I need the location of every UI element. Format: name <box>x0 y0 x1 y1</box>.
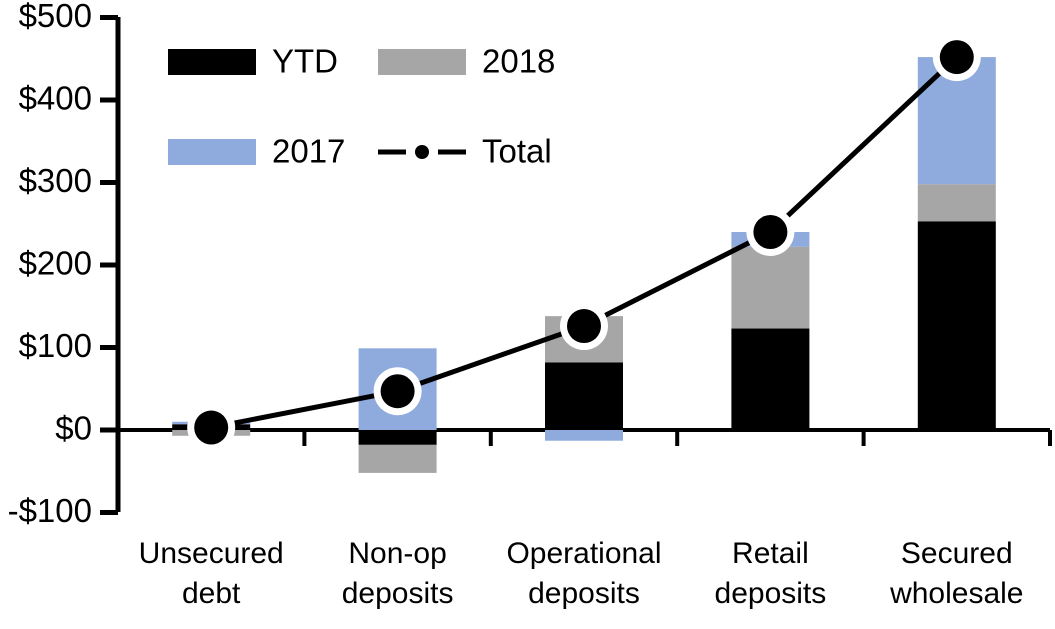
bar-segment-ytd <box>731 328 810 430</box>
y-axis-tick-label: $100 <box>19 327 92 364</box>
legend-label: 2018 <box>482 43 555 80</box>
legend-item[interactable]: Total <box>378 133 552 170</box>
x-axis-category-label: Unsecured <box>139 537 284 570</box>
bar-segment-ytd <box>545 362 623 430</box>
legend-item[interactable]: 2018 <box>378 43 555 80</box>
total-marker <box>380 374 415 409</box>
bar-segment-2018 <box>731 246 810 329</box>
y-axis-tick-label: $500 <box>19 0 92 34</box>
x-axis-category-label: deposits <box>342 577 454 610</box>
bar-segment-2018 <box>917 184 996 222</box>
legend-item[interactable]: 2017 <box>168 133 345 170</box>
x-axis-labels: Unsecured debt Non-op deposits Operational de… <box>139 537 1024 610</box>
legend-swatch <box>378 49 466 75</box>
x-axis-category-label: Non-op <box>348 537 446 570</box>
total-marker <box>567 309 601 344</box>
x-axis-category-label: Secured <box>901 537 1013 570</box>
legend-line-dot <box>415 145 429 159</box>
y-axis: -$100 $0 $100 $200 $300 $400 $500 <box>8 0 121 529</box>
x-axis-category-label: deposits <box>715 577 827 610</box>
bar-segment-2018 <box>358 444 437 473</box>
legend-swatch <box>168 49 256 75</box>
x-axis-category-label: deposits <box>528 577 640 610</box>
total-line-series <box>187 33 981 452</box>
y-axis-tick-label: $0 <box>55 410 92 447</box>
total-marker <box>194 410 229 445</box>
y-axis-tick-label: $400 <box>19 80 92 117</box>
legend-label: 2017 <box>272 133 345 170</box>
x-axis-category-label: debt <box>182 577 241 610</box>
bar-segment-ytd <box>917 221 996 430</box>
total-marker <box>753 215 788 249</box>
x-axis-category-label: wholesale <box>889 577 1023 610</box>
bar-segment-ytd <box>358 430 437 445</box>
y-axis-tick-label: $300 <box>19 162 92 199</box>
legend-item[interactable]: YTD <box>168 43 338 80</box>
chart-legend: YTD 2018 2017 Total <box>168 43 555 170</box>
legend-label: Total <box>482 133 552 170</box>
bar-segment-2017 <box>545 430 623 441</box>
bar-group <box>917 57 996 430</box>
y-axis-tick-label: $200 <box>19 245 92 282</box>
y-axis-tick-label: -$100 <box>8 492 92 529</box>
total-marker <box>939 40 974 75</box>
bars-layer <box>172 57 996 473</box>
x-axis-category-label: Retail <box>732 537 809 570</box>
legend-label: YTD <box>272 43 338 80</box>
bar-group <box>731 232 810 430</box>
x-axis-ticks <box>302 430 1052 446</box>
legend-swatch <box>168 139 256 165</box>
x-axis-category-label: Operational <box>506 537 661 570</box>
